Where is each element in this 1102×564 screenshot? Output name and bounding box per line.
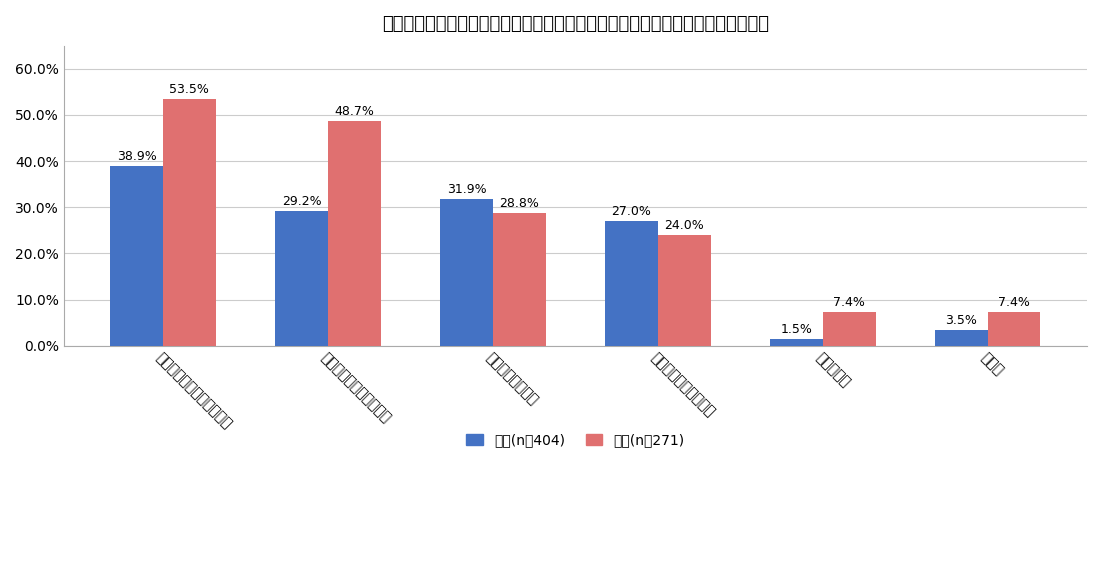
Text: 24.0%: 24.0% <box>665 219 704 232</box>
Bar <box>823 312 876 346</box>
Text: 48.7%: 48.7% <box>334 105 375 118</box>
Text: 29.2%: 29.2% <box>282 195 322 208</box>
Bar <box>605 221 658 346</box>
Text: 1.5%: 1.5% <box>780 323 812 336</box>
Text: 3.5%: 3.5% <box>946 314 977 327</box>
Text: 7.4%: 7.4% <box>833 296 865 309</box>
Text: 53.5%: 53.5% <box>170 83 209 96</box>
Bar <box>276 211 328 346</box>
Bar <box>440 199 493 346</box>
Bar <box>328 121 381 346</box>
Bar <box>770 339 823 346</box>
Bar <box>658 235 711 346</box>
Text: 28.8%: 28.8% <box>499 197 539 210</box>
Legend: 男性(n＝404), 女性(n＝271): 男性(n＝404), 女性(n＝271) <box>461 428 690 453</box>
Text: 31.9%: 31.9% <box>446 183 486 196</box>
Bar <box>163 99 216 346</box>
Title: 急に便意がもよおし困るシーンとは、どのような状況ですか？　（複数選択可）: 急に便意がもよおし困るシーンとは、どのような状況ですか？ （複数選択可） <box>382 15 769 33</box>
Bar <box>493 213 545 346</box>
Text: 7.4%: 7.4% <box>998 296 1030 309</box>
Bar <box>110 166 163 346</box>
Text: 38.9%: 38.9% <box>117 151 156 164</box>
Bar <box>934 329 987 346</box>
Text: 27.0%: 27.0% <box>612 205 651 218</box>
Bar <box>987 312 1040 346</box>
